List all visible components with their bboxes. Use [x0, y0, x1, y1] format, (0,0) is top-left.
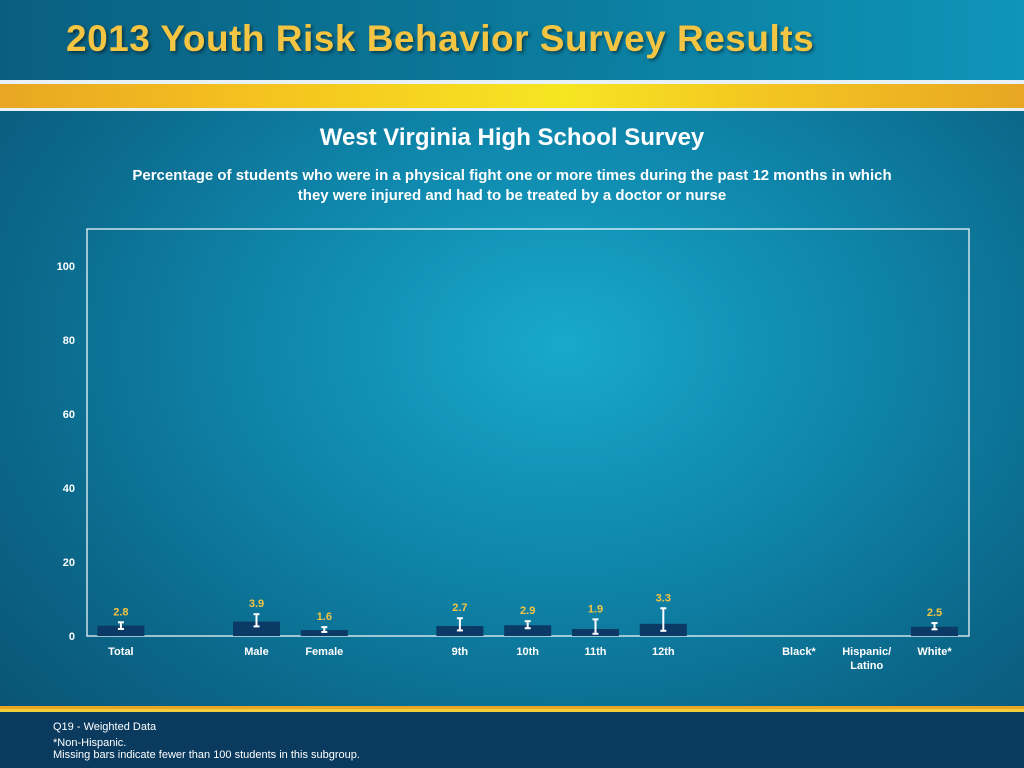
footer-note-nonhispanic: *Non-Hispanic. [53, 737, 127, 749]
slide-title: West Virginia High School Survey [319, 124, 705, 151]
footer-divider [0, 706, 1024, 709]
bar [233, 621, 280, 636]
header-title: 2013 Youth Risk Behavior Survey Results [66, 18, 815, 59]
bar [504, 625, 552, 636]
data-label: 2.5 [927, 607, 942, 619]
bar-chart: 0 20 40 60 80 100 2.8 Total 3.9 Male 1.6 Female 2.7 9… [57, 228, 970, 672]
y-tick-label: 60 [63, 409, 75, 421]
y-tick-label: 100 [57, 261, 75, 273]
x-tick-label: 10th [516, 646, 539, 658]
y-tick-label: 0 [69, 631, 75, 643]
x-tick-label: Female [305, 646, 343, 658]
data-label: 1.9 [588, 603, 603, 615]
slide-subtitle: Percentage of students who were in a phy… [60, 166, 964, 206]
header-bar: 2013 Youth Risk Behavior Survey Results [0, 0, 1024, 80]
footer-bar: Q19 - Weighted Data *Non-Hispanic. Missi… [0, 712, 1024, 768]
data-label: 1.6 [317, 611, 332, 623]
bar [97, 625, 145, 636]
x-tick-label: Total [108, 646, 133, 658]
data-label: 2.8 [113, 606, 128, 618]
x-tick-label: Hispanic/ [842, 646, 891, 658]
x-tick-label: White* [917, 646, 952, 658]
header-divider [0, 80, 1024, 84]
subtitle-line-1: Percentage of students who were in a phy… [132, 167, 892, 184]
x-tick-label: 11th [584, 646, 606, 658]
footer-divider-accent [0, 709, 1024, 712]
data-label: 3.9 [249, 598, 264, 610]
bar [911, 626, 958, 636]
x-tick-label: Black* [782, 646, 816, 658]
y-tick-label: 80 [63, 335, 75, 347]
subtitle-line-2: they were injured and had to be treated … [297, 187, 727, 204]
x-tick-label: 12th [652, 646, 675, 658]
y-tick-label: 40 [63, 483, 75, 495]
footer-note-missing: Missing bars indicate fewer than 100 stu… [53, 749, 360, 761]
y-tick-label: 20 [63, 557, 75, 569]
x-tick-label: Male [244, 646, 268, 658]
gold-band [0, 84, 1024, 108]
data-label: 3.3 [656, 592, 671, 604]
plot-frame [86, 228, 970, 637]
bar [300, 630, 348, 636]
data-label: 2.7 [452, 602, 467, 614]
data-label: 2.9 [520, 605, 535, 617]
x-tick-label: Latino [850, 660, 883, 672]
x-tick-label: 9th [452, 646, 469, 658]
footer-note-question: Q19 - Weighted Data [53, 721, 157, 733]
gold-divider [0, 108, 1024, 111]
